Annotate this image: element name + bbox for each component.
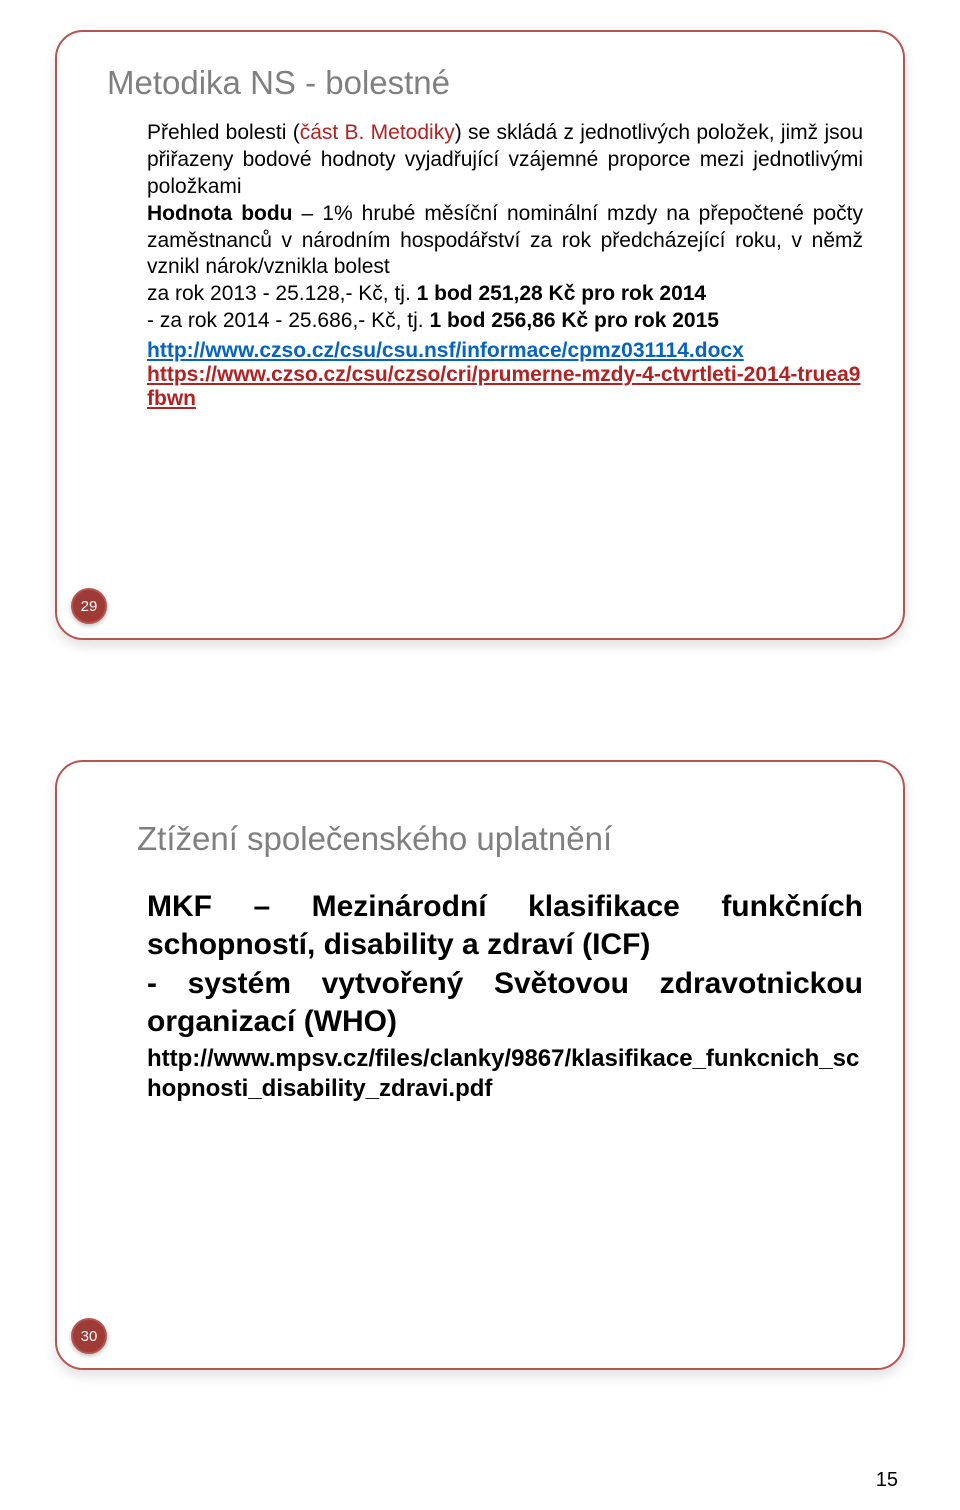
slide-30: Ztížení společenského uplatnění MKF – Me… (55, 760, 905, 1370)
link-block: http://www.mpsv.cz/files/clanky/9867/kla… (147, 1044, 863, 1105)
slide-number-badge: 29 (71, 588, 107, 624)
link-block: http://www.czso.cz/csu/csu.nsf/informace… (147, 339, 863, 411)
text-bold: 1 bod 256,86 Kč pro rok 2015 (429, 309, 718, 332)
link-mpsv[interactable]: http://www.mpsv.cz/files/clanky/9867/kla… (147, 1045, 859, 1103)
link-czso-docx[interactable]: http://www.czso.cz/csu/csu.nsf/informace… (147, 339, 744, 362)
text-segment: za rok 2013 - 25.128,- Kč, tj. (147, 282, 417, 305)
text-segment: - systém vytvořený Světovou zdravotnicko… (147, 967, 863, 1038)
slide-title: Ztížení společenského uplatnění (137, 820, 863, 858)
slide-29: Metodika NS - bolestné Přehled bolesti (… (55, 30, 905, 640)
text-red: část B. Metodiky (300, 121, 455, 144)
text-bold: Hodnota bodu (147, 202, 293, 225)
text-segment: MKF – Mezinárodní klasifikace funkčních … (147, 890, 863, 961)
page-number: 15 (876, 1469, 898, 1492)
slide-title: Metodika NS - bolestné (107, 64, 863, 102)
slide-body: Přehled bolesti (část B. Metodiky) se sk… (147, 120, 863, 335)
text-bold: 1 bod 251,28 Kč pro rok 2014 (417, 282, 706, 305)
text-segment: - za rok 2014 - 25.686,- Kč, tj. (147, 309, 429, 332)
page: Metodika NS - bolestné Přehled bolesti (… (0, 0, 960, 1510)
slide-body: MKF – Mezinárodní klasifikace funkčních … (147, 888, 863, 1042)
text-segment: Přehled bolesti ( (147, 121, 300, 144)
link-czso-mzdy[interactable]: https://www.czso.cz/csu/czso/cri/prumern… (147, 363, 860, 410)
slide-number-badge: 30 (71, 1318, 107, 1354)
